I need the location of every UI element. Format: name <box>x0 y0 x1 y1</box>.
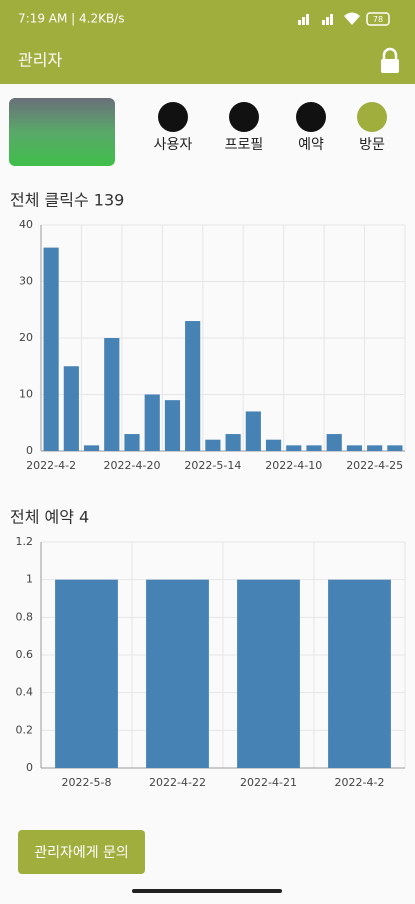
bar <box>83 445 100 451</box>
y-tick-label: 0.8 <box>16 610 34 623</box>
y-tick-label: 20 <box>19 331 33 344</box>
bar <box>286 445 302 451</box>
venue-image <box>9 98 115 166</box>
x-tick-label: 2022-4-21 <box>240 776 297 789</box>
y-tick-label: 0.4 <box>16 686 34 699</box>
y-tick-label: 0 <box>26 444 33 457</box>
x-tick-label: 2022-4-2 <box>26 459 76 472</box>
tab-label[interactable]: 프로필 <box>225 137 264 153</box>
y-tick-label: 0.6 <box>16 648 34 661</box>
status-time: 7:19 AM | 4.2KB/s <box>18 12 124 26</box>
y-tick-label: 1.2 <box>16 535 34 548</box>
tab-label[interactable]: 사용자 <box>154 137 193 153</box>
battery-level: 78 <box>373 15 383 24</box>
bar <box>328 579 391 768</box>
bar <box>146 579 209 768</box>
tab-icon[interactable] <box>296 102 326 132</box>
y-tick-label: 30 <box>19 275 33 288</box>
x-tick-label: 2022-4-2 <box>335 776 385 789</box>
contact-button[interactable] <box>18 830 145 874</box>
bar <box>265 439 282 451</box>
contact-button-label[interactable]: 관리자에게 문의 <box>34 845 129 861</box>
tab-label[interactable]: 방문 <box>359 137 385 153</box>
bar <box>387 445 403 451</box>
app-bar <box>0 38 415 84</box>
lock-icon[interactable] <box>381 47 399 73</box>
bar <box>124 434 140 451</box>
chart-title: 전체 예약 4 <box>10 508 89 527</box>
app-title: 관리자 <box>18 51 62 70</box>
x-tick-label: 2022-5-14 <box>184 459 241 472</box>
tab-icon[interactable] <box>158 102 188 132</box>
status-icons <box>298 12 390 26</box>
bar <box>55 579 118 768</box>
y-tick-label: 0 <box>26 761 33 774</box>
bar <box>164 400 181 451</box>
x-tick-label: 2022-4-25 <box>346 459 403 472</box>
status-bar <box>0 0 415 38</box>
bar <box>367 445 383 451</box>
y-tick-label: 10 <box>19 388 33 401</box>
tab-icon[interactable] <box>229 102 259 132</box>
y-tick-label: 40 <box>19 218 33 231</box>
bar <box>306 445 322 451</box>
x-tick-label: 2022-4-20 <box>104 459 161 472</box>
x-tick-label: 2022-4-10 <box>265 459 322 472</box>
bar <box>104 338 120 451</box>
bar <box>237 579 300 768</box>
bar <box>43 247 59 451</box>
home-indicator <box>132 889 282 893</box>
bar <box>245 411 261 451</box>
tab-label[interactable]: 예약 <box>298 137 324 153</box>
y-tick-label: 0.2 <box>16 723 34 736</box>
bar <box>346 445 363 451</box>
chart-title: 전체 클릭수 139 <box>10 191 124 210</box>
bar <box>144 394 160 451</box>
bar <box>326 434 342 451</box>
bar <box>205 439 221 451</box>
tab-icon[interactable] <box>357 102 387 132</box>
bar <box>63 366 79 451</box>
x-tick-label: 2022-4-22 <box>149 776 206 789</box>
y-tick-label: 1 <box>26 573 33 586</box>
bar <box>185 321 201 451</box>
x-tick-label: 2022-5-8 <box>62 776 112 789</box>
bar <box>225 434 241 451</box>
